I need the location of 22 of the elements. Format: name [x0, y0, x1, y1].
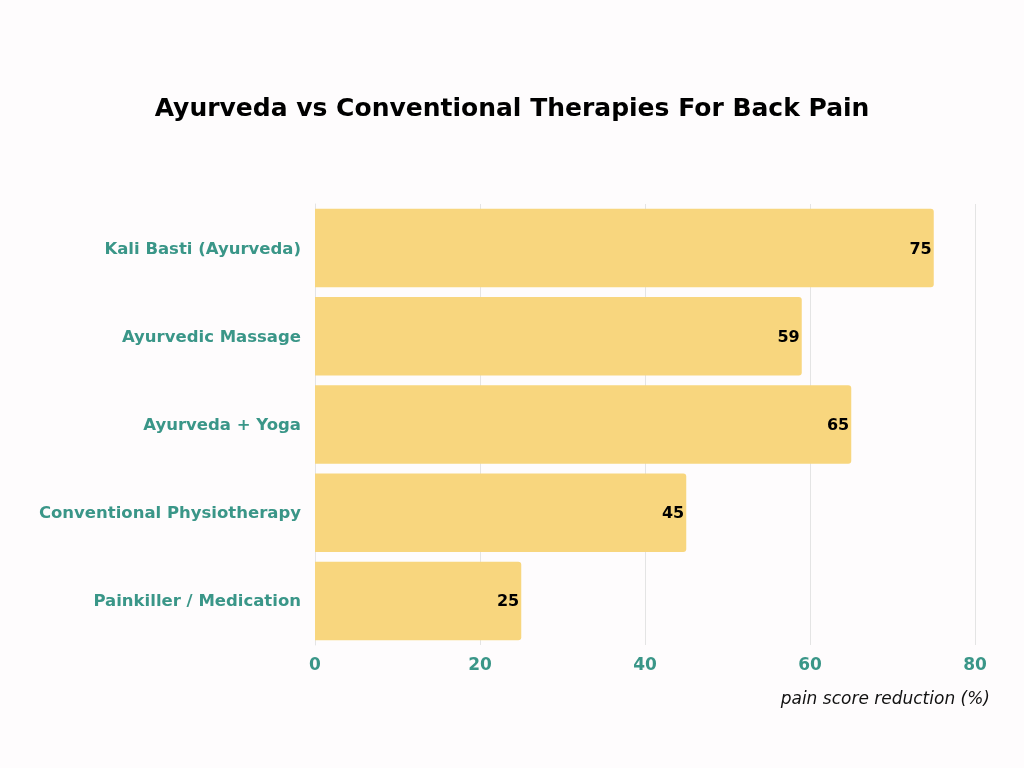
y-tick-label: Conventional Physiotherapy	[38, 503, 302, 523]
y-tick-label: Ayurveda + Yoga	[143, 415, 301, 434]
bar	[315, 208, 934, 288]
y-tick-label: Ayurvedic Massage	[121, 326, 301, 346]
x-tick-label: 20	[468, 653, 492, 674]
bar	[315, 561, 522, 641]
data-label: 45	[661, 503, 685, 523]
bar	[315, 473, 687, 552]
data-label: 59	[777, 326, 800, 346]
x-tick-label: 0	[309, 653, 322, 674]
y-tick-label: Kali Basti (Ayurveda)	[104, 238, 301, 258]
x-tick-label: 60	[798, 653, 822, 674]
x-tick-label: 80	[963, 653, 987, 674]
chart-title: Ayurveda vs Conventional Therapies For Back Pain	[154, 93, 870, 122]
bar	[315, 297, 802, 376]
data-label: 75	[909, 238, 932, 258]
bar	[315, 385, 852, 464]
x-axis-title: pain score reduction (%)	[779, 687, 990, 708]
y-tick-label: Painkiller / Medication	[93, 591, 301, 611]
data-label: 65	[826, 415, 850, 434]
x-tick-label: 40	[633, 653, 657, 674]
data-label: 25	[496, 591, 520, 611]
